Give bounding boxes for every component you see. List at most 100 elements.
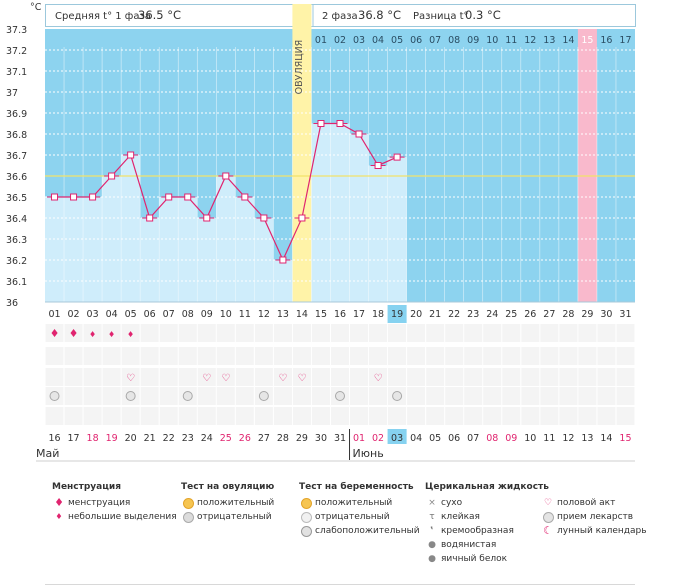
symbol-cell: [178, 407, 197, 425]
symbol-cell: [616, 387, 635, 405]
symbol-cell: [254, 407, 273, 425]
temperature-point: [374, 162, 382, 169]
symbol-cell: [445, 347, 464, 365]
phase1-value: 36.5 °C: [138, 8, 181, 22]
legend-ovulation-test: Тест на овуляцию положительный отрицател…: [181, 482, 274, 524]
phase2-day-label: 14: [562, 35, 574, 46]
phase2-day-label: 01: [315, 35, 327, 46]
symbol-cell: [140, 407, 159, 425]
legend-pregnancy-test-title: Тест на беременность: [299, 482, 414, 492]
symbol-cell: [311, 387, 330, 405]
symbol-cell: [597, 407, 616, 425]
symbol-cell: [102, 407, 121, 425]
moon-icon: ☾: [543, 524, 553, 537]
phase2-day-label: 07: [429, 35, 441, 46]
y-unit-label: °C: [30, 2, 42, 13]
ovulation-positive-icon: [181, 496, 195, 510]
calendar-date-label: 07: [467, 433, 479, 444]
ovulation-label: ОВУЛЯЦИЯ: [294, 40, 305, 95]
symbol-cell: [426, 324, 445, 342]
calendar-date-label: 15: [619, 433, 631, 444]
temperature-point: [70, 193, 78, 201]
symbol-cell: [445, 387, 464, 405]
pill-icon: [335, 391, 345, 401]
legend-menstruation-title: Менструация: [52, 482, 121, 492]
today-date-highlight: [387, 429, 407, 444]
cycle-day-label: 03: [87, 309, 99, 320]
cycle-day-label: 05: [125, 309, 137, 320]
cycle-day-label: 01: [48, 309, 60, 320]
symbol-cell: [464, 368, 483, 386]
calendar-date-label: 02: [372, 433, 384, 444]
symbol-cell: [216, 368, 235, 386]
symbol-cell: [292, 324, 311, 342]
symbol-cell: [292, 368, 311, 386]
cycle-day-label: 07: [163, 309, 175, 320]
temperature-point: [336, 120, 344, 127]
symbol-cell: [597, 347, 616, 365]
symbol-cell: [350, 324, 369, 342]
symbol-cell: [102, 324, 121, 342]
pill-icon: [125, 391, 136, 401]
cycle-day-label: 18: [372, 309, 384, 320]
symbol-cell: [235, 368, 254, 386]
cycle-day-label: 22: [448, 309, 460, 320]
symbol-cell: [330, 347, 350, 365]
legend-item: положительный: [315, 498, 393, 508]
symbol-cell: [311, 324, 330, 342]
symbol-cell: [559, 387, 578, 405]
cycle-day-label: 23: [467, 309, 479, 320]
cycle-day-label: 12: [258, 309, 270, 320]
symbol-cell: [483, 387, 502, 405]
cycle-day-label: 25: [505, 309, 517, 320]
symbol-cell: [388, 324, 407, 342]
symbol-cell: [445, 407, 464, 425]
symbol-cell: [483, 324, 502, 342]
menstruation-drop-icon: ♦: [108, 330, 115, 339]
legend-item: прием лекарств: [557, 512, 634, 522]
sticky-icon: τ: [429, 512, 435, 522]
cycle-day-label: 06: [144, 309, 156, 320]
symbol-cell: [64, 324, 83, 342]
symbol-cell: [616, 368, 635, 386]
calendar-date-label: 04: [410, 433, 422, 444]
cycle-day-label: 09: [201, 309, 213, 320]
symbol-cell: [597, 387, 616, 405]
cycle-day-label: 16: [334, 309, 346, 320]
legend-item: слабоположительный: [315, 526, 420, 536]
temperature-bar: [311, 123, 331, 302]
symbol-cell: [388, 368, 407, 386]
symbol-cell: [445, 368, 464, 386]
symbol-cell: [578, 324, 597, 342]
symbol-cell: [521, 407, 540, 425]
pregnancy-negative-icon: [299, 510, 313, 524]
symbol-cell: [464, 387, 483, 405]
symbol-cell: [616, 324, 635, 342]
symbol-cell: [197, 347, 216, 365]
symbol-cell: [121, 407, 140, 425]
legend-pregnancy-test: Тест на беременность положительный отриц…: [299, 482, 420, 538]
calendar-date-label: 06: [448, 433, 460, 444]
calendar-date-label: 30: [315, 433, 327, 444]
symbol-cell: [330, 407, 350, 425]
symbol-cell: [559, 407, 578, 425]
symbol-cell: [369, 324, 388, 342]
y-axis: 36 36.1 36.2 36.3 36.4 36.5 36.6 36.7 36.8 36.9 37…: [6, 25, 27, 309]
symbol-cell: [235, 387, 254, 405]
symbol-cell: [254, 347, 273, 365]
calendar-date-label: 12: [562, 433, 574, 444]
symbol-cell: [235, 407, 254, 425]
heart-icon: ♡: [297, 373, 306, 384]
temperature-point: [127, 151, 135, 159]
legend-item: водянистая: [441, 540, 497, 550]
symbol-cell: [235, 347, 254, 365]
cycle-day-label: 31: [619, 309, 631, 320]
y-tick-label: 36.1: [6, 277, 27, 288]
symbol-cell: [426, 368, 445, 386]
menstruation-drops-icon: ♦: [54, 496, 64, 509]
calendar-date-label: 14: [600, 433, 612, 444]
cycle-day-label: 28: [562, 309, 574, 320]
symbol-cell: [102, 347, 121, 365]
x-axis-cycle-days: 01 02 03 04 05 06 07 08 09 10 11 12 13 14 15 16 17 18 19 20…: [48, 305, 632, 323]
phase2-day-label: 15: [581, 35, 593, 46]
